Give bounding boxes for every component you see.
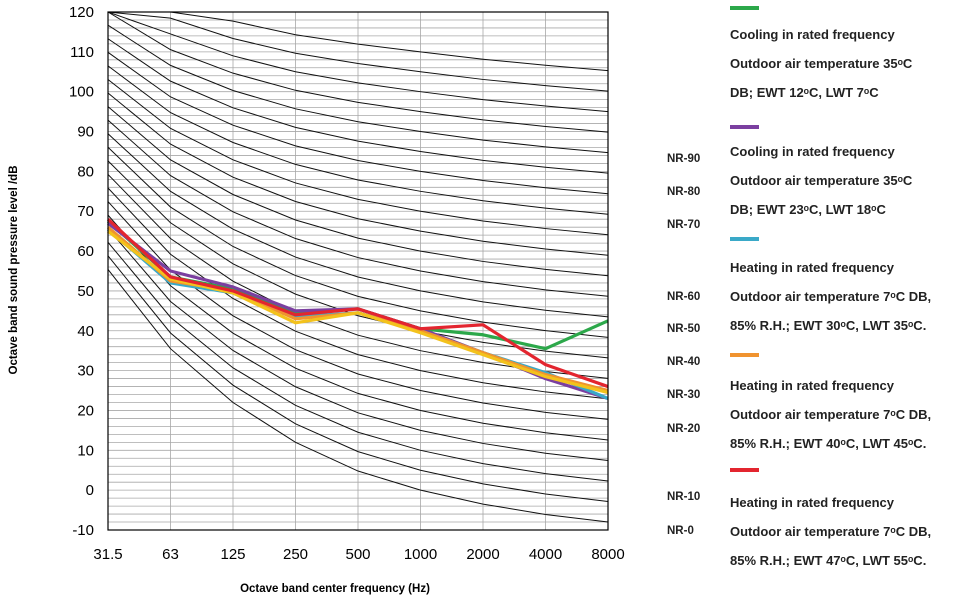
y-tick-label: 50 — [77, 283, 94, 300]
nr-curve — [107, 228, 609, 461]
nr-label: NR-0 — [667, 525, 694, 537]
y-tick-label: 70 — [77, 203, 94, 220]
nr-curve — [107, 11, 609, 133]
nr-curve — [107, 119, 609, 297]
nr-label: NR-20 — [667, 423, 700, 435]
nr-label: NR-60 — [667, 291, 700, 303]
nr-curve — [107, 38, 609, 174]
nr-labels: NR-90 NR-80 NR-70 NR-60 NR-50 NR-40 NR-30 NR-20… — [667, 153, 700, 537]
y-tick-label: 40 — [77, 323, 94, 340]
nr-curve — [107, 106, 609, 277]
y-axis-ticks: -10 0 10 20 30 40 50 60 70 80 90 100 110 120 — [69, 4, 94, 539]
nr-curve — [107, 65, 609, 215]
nr-curve — [107, 51, 609, 195]
nr-label: NR-80 — [667, 186, 700, 198]
x-tick-label: 4000 — [529, 546, 562, 563]
legend-swatch — [730, 468, 759, 472]
legend-line: Heating in rated frequency — [730, 260, 894, 275]
x-tick-label: 500 — [345, 546, 370, 563]
nr-curve — [107, 11, 609, 113]
legend-line: 85% R.H.; EWT 30ᵒC, LWT 35ᵒC. — [730, 318, 927, 333]
plot-frame — [107, 11, 609, 531]
y-tick-label: -10 — [72, 522, 94, 539]
nr-label: NR-30 — [667, 389, 700, 401]
y-tick-label: 30 — [77, 363, 94, 380]
legend-swatch — [730, 353, 759, 357]
nr-curve — [107, 214, 609, 441]
y-tick-label: 110 — [70, 44, 94, 61]
grid — [107, 11, 609, 531]
legend-line: DB; EWT 23ᵒC, LWT 18ᵒC — [730, 202, 886, 217]
legend-line: Outdoor air temperature 35ᵒC — [730, 56, 913, 71]
x-tick-label: 250 — [283, 546, 308, 563]
y-tick-label: 100 — [69, 84, 94, 101]
x-tick-label: 1000 — [404, 546, 437, 563]
nr-label: NR-50 — [667, 323, 700, 335]
legend-line: Heating in rated frequency — [730, 495, 894, 510]
x-tick-label: 125 — [220, 546, 245, 563]
nr-label: NR-70 — [667, 219, 700, 231]
x-axis-title: Octave band center frequency (Hz) — [240, 583, 430, 595]
x-tick-label: 2000 — [466, 546, 499, 563]
series — [106, 218, 609, 401]
legend-swatch — [730, 6, 759, 10]
legend-swatch — [730, 237, 759, 241]
legend-line: Outdoor air temperature 7ᵒC DB, — [730, 407, 932, 422]
nr-curve — [107, 92, 609, 256]
nr-curve — [107, 160, 609, 359]
legend-line: Heating in rated frequency — [730, 378, 894, 393]
nr-label: NR-90 — [667, 153, 700, 165]
nr-curve — [107, 146, 609, 338]
y-tick-label: 120 — [69, 4, 94, 21]
nr-curve — [108, 11, 609, 72]
legend-line: Cooling in rated frequency — [730, 144, 895, 159]
nr-curves — [107, 11, 609, 523]
x-tick-label: 31.5 — [93, 546, 122, 563]
nr-label: NR-10 — [667, 491, 700, 503]
legend-line: DB; EWT 12ᵒC, LWT 7ᵒC — [730, 85, 879, 100]
x-tick-label: 63 — [162, 546, 179, 563]
nr-label: NR-40 — [667, 356, 700, 368]
legend-line: 85% R.H.; EWT 47ᵒC, LWT 55ᵒC. — [730, 553, 927, 568]
nr-curve — [107, 79, 609, 236]
nr-curve — [107, 187, 609, 400]
x-tick-label: 8000 — [591, 546, 624, 563]
legend-line: Cooling in rated frequency — [730, 27, 895, 42]
nr-curve — [107, 269, 609, 523]
y-tick-label: 60 — [77, 243, 94, 260]
y-axis-title: Octave band sound pressure level /dB — [8, 166, 20, 375]
legend-line: Outdoor air temperature 7ᵒC DB, — [730, 524, 932, 539]
y-tick-label: 20 — [77, 402, 94, 419]
nr-curve — [107, 241, 609, 482]
nr-curve — [107, 11, 609, 92]
y-tick-label: 0 — [86, 482, 94, 499]
legend-line: Outdoor air temperature 35ᵒC — [730, 173, 913, 188]
nr-curve — [107, 133, 609, 318]
y-tick-label: 10 — [77, 442, 94, 459]
x-axis-ticks: 31.5 63 125 250 500 1000 2000 4000 8000 — [93, 546, 624, 563]
y-tick-label: 80 — [77, 163, 94, 180]
legend-line: 85% R.H.; EWT 40ᵒC, LWT 45ᵒC. — [730, 436, 927, 451]
legend-swatch — [730, 125, 759, 129]
legend-line: Outdoor air temperature 7ᵒC DB, — [730, 289, 932, 304]
y-tick-label: 90 — [77, 124, 94, 141]
nr-curve — [107, 24, 609, 154]
nr-curve — [107, 255, 609, 503]
